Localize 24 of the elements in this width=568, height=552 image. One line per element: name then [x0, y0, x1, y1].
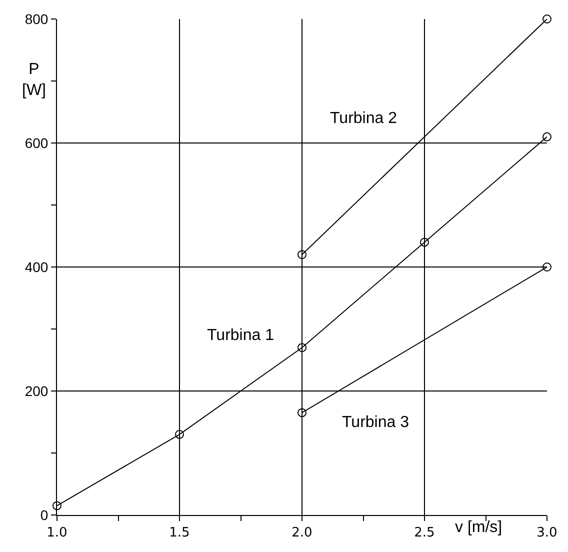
point [542, 262, 552, 272]
point [175, 430, 184, 439]
point [298, 343, 306, 352]
x-tick-label: 2.5 [414, 526, 435, 541]
y-axis-title: P [W] [22, 61, 46, 99]
x-axis-title: v [m/s] [455, 519, 502, 536]
point [298, 250, 306, 260]
y-tick-label: 600 [24, 134, 48, 151]
point [542, 14, 552, 24]
series-label: Turbina 3 [342, 414, 410, 431]
point [52, 501, 62, 510]
point [420, 238, 429, 247]
y-tick-label: 0 [40, 506, 48, 523]
x-tick-label: 3.0 [536, 526, 558, 541]
y-tick-label: 400 [24, 258, 48, 275]
y-tick-label: 800 [24, 10, 48, 27]
series-label: Turbina 2 [330, 110, 398, 127]
series-label: Turbina 1 [207, 327, 274, 344]
x-tick-label: 2.0 [292, 526, 312, 541]
point [298, 408, 306, 418]
point [542, 132, 552, 142]
x-tick-label: 1.0 [46, 526, 68, 541]
y-tick-label: 200 [24, 382, 48, 399]
x-tick-label: 1.5 [169, 526, 190, 541]
